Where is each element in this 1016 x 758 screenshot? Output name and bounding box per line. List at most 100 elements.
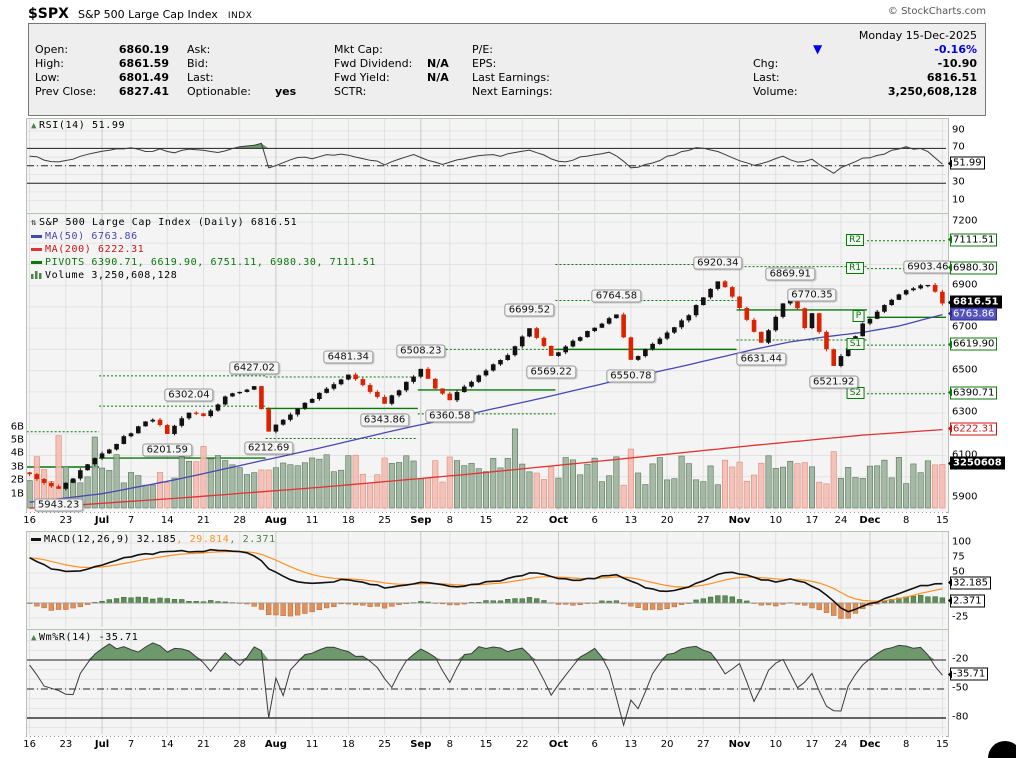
rsi-value-tag: 51.99	[948, 156, 985, 170]
low-label: Low:	[35, 71, 60, 84]
x-axis-tick-label: 20	[660, 739, 674, 750]
x-axis-tick-label: 14	[160, 739, 174, 750]
down-triangle-icon: ▼	[813, 42, 823, 56]
last2-label: Last:	[753, 71, 780, 84]
volume-axis-label: 3B	[10, 461, 24, 473]
price-callout: 6869.91	[765, 267, 815, 281]
x-axis-tick-label: 21	[197, 739, 210, 750]
x-axis-tick-label: 17	[805, 515, 819, 526]
x-axis-tick-label: 24	[834, 739, 848, 750]
volume-axis-label: 4B	[10, 447, 24, 459]
overlay-widget-button[interactable]	[988, 741, 1016, 758]
y-axis-label: -25	[952, 611, 969, 623]
pct-change-value: -0.16%	[934, 43, 977, 56]
y-axis-label: 5900	[952, 491, 978, 503]
axis-value-tag: 6980.30	[947, 261, 998, 275]
y-axis-label: -20	[952, 653, 969, 665]
macd-hist-value: , 2.371	[229, 534, 276, 545]
pivot-tag-p: P	[852, 310, 865, 323]
y-axis-label: 70	[952, 141, 965, 153]
price-title-row: ⇅ S&P 500 Large Cap Index (Daily) 6816.51	[31, 216, 376, 230]
williams-r-legend-label: Wm%R(14) -35.71	[39, 632, 139, 643]
p-macd-plot	[27, 532, 946, 627]
x-axis-tick-label: 11	[305, 515, 319, 526]
index-name: S&P 500 Large Cap Index	[77, 8, 218, 21]
ma50-legend-label: MA(50) 6763.86	[45, 231, 138, 242]
eps-label: EPS:	[472, 57, 497, 70]
price-callout: 5943.23	[33, 498, 84, 512]
x-axis-tick-label: 24	[834, 515, 848, 526]
rsi-panel	[26, 118, 949, 214]
ma200-line-icon	[31, 247, 42, 251]
axis-value-tag: 6222.31	[947, 422, 998, 436]
axis-value-tag: 7111.51	[947, 233, 998, 247]
y-axis-label: 6900	[952, 279, 978, 291]
price-callout: 6903.46	[903, 260, 953, 274]
x-axis-tick-label: 8	[446, 515, 453, 526]
y-axis-label: 7200	[952, 215, 978, 227]
x-axis-tick-label: 25	[378, 515, 391, 526]
x-axis-tick-label: 16	[23, 739, 36, 750]
copyright-label: © StockCharts.com	[887, 6, 986, 17]
bid-label: Bid:	[187, 57, 209, 70]
p-rsi-plot	[27, 119, 946, 211]
low-value: 6801.49	[118, 71, 169, 84]
x-axis-tick-label: Dec	[859, 515, 881, 526]
x-axis-tick-label: 23	[59, 515, 73, 526]
price-callout: 6631.44	[736, 352, 786, 366]
y-axis-label: 6500	[952, 364, 978, 376]
p-wmr-plot	[27, 630, 946, 734]
price-callout: 6343.86	[359, 413, 410, 427]
x-axis-tick-label: 25	[378, 739, 391, 750]
price-callout: 6427.02	[229, 361, 279, 375]
ma200-legend-label: MA(200) 6222.31	[45, 244, 145, 255]
x-axis-tick-label: 22	[515, 739, 529, 750]
x-axis-tick-label: 13	[624, 515, 638, 526]
y-axis-label: 50	[952, 566, 965, 578]
chg-value: -10.90	[937, 57, 977, 70]
x-axis-tick-label: 15	[936, 739, 949, 750]
x-axis-tick-label: Sep	[410, 739, 432, 750]
fwd-dividend-value: N/A	[427, 57, 449, 70]
last-earnings-label: Last Earnings:	[472, 71, 550, 84]
volume-legend-label: Volume 3,250,608,128	[45, 270, 178, 281]
exchange-label: INDX	[227, 11, 253, 21]
williams-r-value-tag: -35.71	[947, 667, 989, 681]
y-axis-label: -50	[952, 682, 969, 694]
y-axis-label: 90	[952, 124, 965, 136]
ma50-line-icon	[31, 234, 42, 238]
rsi-legend-label: RSI(14) 51.99	[39, 120, 126, 131]
y-axis-label: 75	[952, 551, 965, 563]
pivot-tag-s2: S2	[846, 386, 865, 399]
ticker-symbol: $SPX	[28, 6, 69, 22]
x-axis-tick-label: Aug	[264, 739, 287, 750]
x-axis-tick-label: 13	[624, 739, 638, 750]
x-axis-tick-label: 14	[160, 515, 174, 526]
macd-legend-label: MACD(12,26,9) 32.185	[44, 534, 177, 545]
price-callout: 6201.59	[142, 443, 192, 457]
area-chart-icon: ▲	[31, 121, 38, 131]
x-axis-tick-label: 18	[341, 515, 355, 526]
rsi-legend: ▲ RSI(14) 51.99	[31, 119, 125, 133]
last-label: Last:	[187, 71, 214, 84]
macd-signal-value: , 29.814	[176, 534, 230, 545]
pe-label: P/E:	[472, 43, 493, 56]
x-axis-tick-label: Nov	[728, 515, 751, 526]
price-callout: 6550.78	[606, 369, 656, 383]
y-axis-label: 100	[952, 536, 972, 548]
price-callout: 6699.52	[504, 303, 555, 317]
price-callout: 6508.23	[396, 344, 446, 358]
price-callout: 6764.58	[591, 289, 642, 303]
price-callout: 6212.69	[243, 441, 294, 455]
axis-value-tag: 6619.90	[947, 337, 998, 351]
pivot-tag-s1: S1	[846, 338, 865, 351]
pivot-tag-r1: R1	[846, 261, 865, 274]
x-axis-tick-label: 8	[446, 739, 453, 750]
volume-value: 3,250,608,128	[887, 85, 977, 98]
pivots-legend: PIVOTS 6390.71, 6619.90, 6751.11, 6980.3…	[31, 256, 376, 269]
quote-date: Monday 15-Dec-2025	[858, 29, 977, 42]
x-axis-tick-label: 15	[479, 739, 493, 750]
price-callout: 6481.34	[323, 350, 374, 364]
volume-axis-label: 5B	[10, 434, 24, 446]
macd-line-icon	[31, 537, 41, 541]
